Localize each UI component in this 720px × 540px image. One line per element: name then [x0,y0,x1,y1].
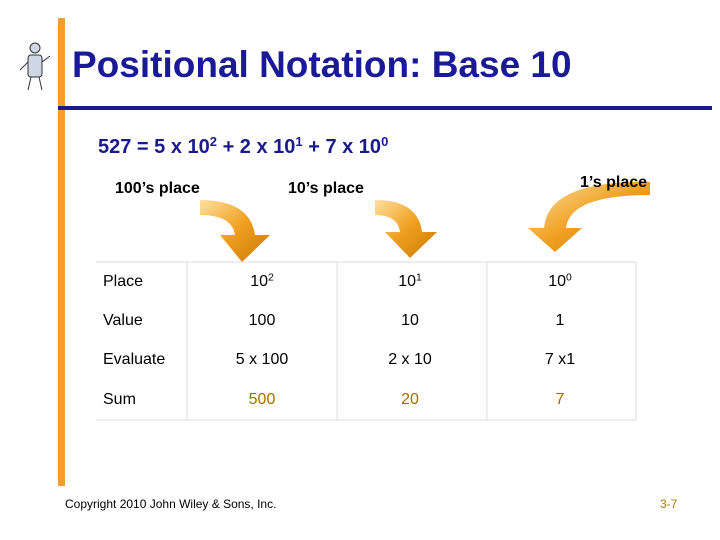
exponent: 1 [295,133,303,149]
table-cell: 10 [350,312,470,330]
table-lines [96,261,637,421]
cell-text: 20 [401,391,419,408]
copyright: Copyright 2010 John Wiley & Sons, Inc. [65,497,277,511]
place-label: 100’s place [115,180,200,197]
cell-text: 10 [398,273,416,290]
table-cell: 7 [500,391,620,409]
table-cell: 102 [202,273,322,291]
cell-text: 100 [248,312,276,329]
cell-text: Value [103,312,143,329]
equation-term: 527 = 5 x 10 [98,136,210,158]
row-header: Sum [103,391,136,409]
cell-text: 7 x1 [544,351,576,368]
cell-text: 5 x 100 [235,351,289,368]
cell-text: 10 [548,273,566,290]
title-rule [58,106,712,110]
accent-bar [58,18,65,486]
arrow [375,200,437,258]
exponent: 2 [268,272,274,284]
row-header: Evaluate [103,351,165,369]
table-cell: 7 x1 [500,351,620,369]
cell-text: Sum [103,391,136,408]
cell-text: Place [103,273,144,290]
exponent: 0 [566,272,572,284]
exponent: 2 [209,133,218,149]
place-label: 1’s place [580,174,648,191]
cell-text: 7 [555,391,565,408]
exponent: 1 [416,272,422,284]
cell-text: 10 [401,312,419,329]
cell-text: 500 [248,391,276,408]
table-cell: 100 [202,312,322,330]
place-label: 10’s place [288,180,364,197]
equation: 527 = 5 x 102 + 2 x 101 + 7 x 100 [98,133,389,159]
equation-term: + 7 x 10 [302,136,382,158]
equation-term: + 2 x 10 [217,136,296,158]
cell-text: 2 x 10 [388,351,432,368]
cell-text: 1 [555,312,565,329]
icon [19,42,51,91]
table-cell: 100 [500,273,620,291]
arrow [200,200,270,262]
cell-text: Evaluate [103,351,166,368]
row-header: Value [103,312,143,330]
arrow [528,181,650,252]
cell-text: 10 [250,273,268,290]
table-cell: 2 x 10 [350,351,470,369]
table-cell: 1 [500,312,620,330]
table-cell: 20 [350,391,470,409]
title: Positional Notation: Base 10 [72,44,572,85]
table-cell: 500 [202,391,322,409]
row-header: Place [103,273,143,291]
table-cell: 101 [350,273,470,291]
table-cell: 5 x 100 [202,351,322,369]
exponent: 0 [381,133,389,149]
page-number: 3-7 [660,497,678,511]
